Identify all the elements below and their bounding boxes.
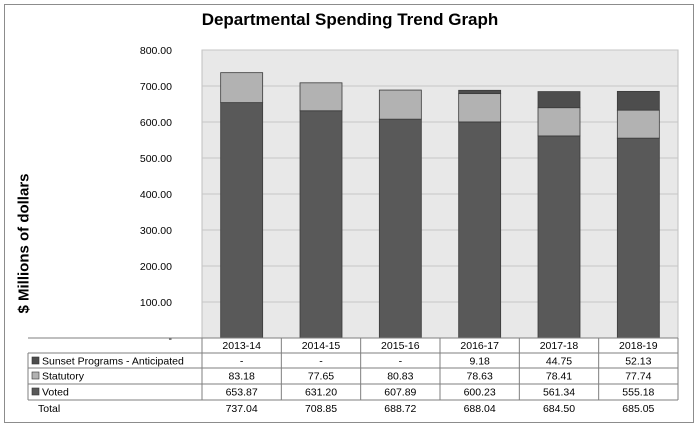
y-tick-label: 600.00 — [140, 117, 172, 129]
bar-voted — [537, 135, 581, 339]
table-cell: 83.18 — [229, 371, 255, 383]
bar-voted — [299, 110, 343, 339]
table-cell: 77.65 — [308, 371, 334, 383]
table-cell: 52.13 — [625, 356, 651, 368]
x-tick-label: 2018-19 — [619, 340, 658, 352]
total-cell: 688.04 — [464, 403, 496, 415]
table-cell: 78.41 — [546, 371, 572, 383]
table-cell: 77.74 — [625, 371, 651, 383]
total-cell: 688.72 — [384, 403, 416, 415]
x-tick-label: 2013-14 — [222, 340, 261, 352]
table-cell: 600.23 — [464, 387, 496, 399]
y-tick-label: - — [169, 333, 173, 345]
bar-statutory — [458, 93, 502, 123]
table-cell: 555.18 — [622, 387, 654, 399]
table-cell: 44.75 — [546, 356, 572, 368]
table-cell: - — [319, 356, 323, 368]
table-cell: 78.63 — [467, 371, 493, 383]
bar-voted — [458, 121, 502, 339]
legend-label: Sunset Programs - Anticipated — [42, 356, 184, 368]
total-cell: 685.05 — [622, 403, 654, 415]
bar-sunset-programs-anticipated — [458, 89, 502, 95]
y-tick-label: 700.00 — [140, 81, 172, 93]
y-tick-label: 500.00 — [140, 153, 172, 165]
table-cell: 561.34 — [543, 387, 575, 399]
table-cell: 9.18 — [469, 356, 490, 368]
y-tick-label: 300.00 — [140, 225, 172, 237]
table-cell: 631.20 — [305, 387, 337, 399]
legend-swatch — [31, 356, 40, 365]
table-cell: 607.89 — [384, 387, 416, 399]
bar-statutory — [378, 89, 422, 120]
table-cell: - — [240, 356, 244, 368]
table-cell: - — [399, 356, 403, 368]
y-tick-label: 200.00 — [140, 261, 172, 273]
total-cell: 737.04 — [226, 403, 258, 415]
bar-voted — [220, 102, 264, 339]
y-tick-label: 400.00 — [140, 189, 172, 201]
bar-voted — [378, 118, 422, 339]
table-cell: 653.87 — [226, 387, 258, 399]
x-tick-label: 2015-16 — [381, 340, 420, 352]
legend-label: Voted — [42, 387, 69, 399]
bar-statutory — [537, 107, 581, 137]
total-label: Total — [38, 403, 60, 415]
bar-sunset-programs-anticipated — [616, 90, 660, 111]
bar-statutory — [299, 82, 343, 112]
x-tick-label: 2016-17 — [460, 340, 499, 352]
x-tick-label: 2014-15 — [302, 340, 341, 352]
legend-swatch — [31, 387, 40, 396]
legend-label: Statutory — [42, 371, 85, 383]
total-cell: 684.50 — [543, 403, 575, 415]
bar-sunset-programs-anticipated — [537, 91, 581, 109]
legend-swatch — [31, 371, 40, 380]
bar-statutory — [616, 109, 660, 139]
x-tick-label: 2017-18 — [540, 340, 579, 352]
bar-statutory — [220, 72, 264, 104]
total-cell: 708.85 — [305, 403, 337, 415]
table-cell: 80.83 — [387, 371, 413, 383]
y-tick-label: 800.00 — [140, 45, 172, 57]
y-tick-label: 100.00 — [140, 297, 172, 309]
chart-title: Departmental Spending Trend Graph — [201, 10, 499, 29]
bar-voted — [616, 137, 660, 339]
